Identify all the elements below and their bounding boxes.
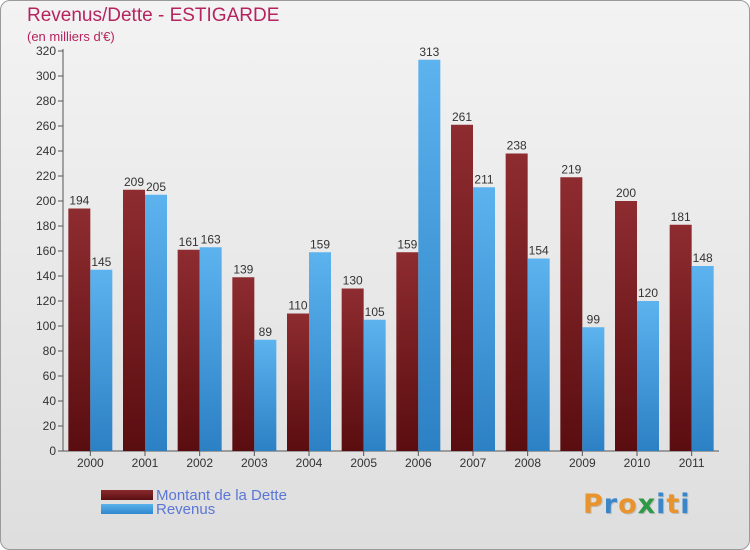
chart-subtitle: (en milliers d'€)	[27, 29, 115, 44]
x-tick-label: 2010	[624, 456, 651, 470]
bar-revenus	[363, 319, 386, 451]
data-label-revenus: 145	[91, 255, 111, 269]
data-label-dette: 130	[343, 274, 363, 288]
proxiti-logo: Proxiti	[583, 489, 691, 520]
legend-item-revenus: Revenus	[101, 501, 341, 518]
bar-revenus	[691, 266, 714, 451]
bar-dette	[396, 252, 419, 451]
bar-dette	[560, 177, 583, 451]
x-tick-label: 2002	[186, 456, 213, 470]
x-tick-label: 2011	[679, 456, 705, 470]
bar-dette	[341, 288, 364, 451]
bar-revenus	[145, 194, 167, 451]
data-label-dette: 209	[124, 175, 144, 189]
x-tick-label: 2000	[77, 456, 104, 470]
logo-letter: i	[680, 489, 691, 520]
y-tick-label: 20	[43, 419, 57, 433]
y-tick-label: 180	[36, 219, 56, 233]
data-label-revenus: 105	[365, 305, 385, 319]
x-tick-label: 2005	[350, 456, 377, 470]
y-tick-label: 260	[36, 119, 56, 133]
logo-letter: i	[656, 489, 667, 520]
data-label-dette: 161	[179, 235, 199, 249]
bar-revenus	[418, 59, 441, 451]
data-label-revenus: 120	[638, 286, 658, 300]
data-label-revenus: 89	[259, 325, 273, 339]
y-tick-label: 320	[36, 44, 56, 58]
legend-item-dette: Montant de la Dette	[101, 487, 341, 504]
bar-revenus	[254, 339, 277, 451]
data-label-revenus: 313	[419, 45, 439, 59]
bar-revenus	[90, 269, 113, 451]
bar-dette	[505, 153, 528, 451]
bar-dette	[68, 208, 91, 451]
bar-revenus	[309, 252, 331, 451]
chart-title: Revenus/Dette - ESTIGARDE	[27, 5, 280, 26]
y-tick-label: 60	[43, 369, 57, 383]
bar-dette	[287, 313, 309, 451]
data-label-revenus: 159	[310, 237, 330, 251]
bar-dette	[232, 277, 255, 451]
bar-dette	[123, 189, 145, 451]
y-tick-label: 300	[36, 69, 56, 83]
y-tick-label: 120	[36, 294, 56, 308]
y-tick-label: 80	[43, 344, 57, 358]
logo-letter: r	[603, 489, 619, 520]
logo-letter: x	[637, 489, 657, 520]
x-tick-label: 2007	[460, 456, 487, 470]
legend-label-revenus: Revenus	[156, 501, 216, 518]
x-tick-label: 2001	[132, 456, 159, 470]
data-label-revenus: 99	[587, 312, 601, 326]
bar-dette	[177, 249, 200, 451]
bar-dette	[451, 124, 473, 451]
data-label-revenus: 154	[529, 244, 549, 258]
data-label-dette: 139	[233, 262, 253, 276]
y-tick-label: 200	[36, 194, 56, 208]
bar-revenus	[582, 327, 605, 451]
y-tick-label: 280	[36, 94, 56, 108]
data-label-dette: 110	[288, 299, 307, 313]
data-label-dette: 159	[397, 237, 417, 251]
legend-label-dette: Montant de la Dette	[156, 487, 287, 504]
data-label-dette: 200	[616, 186, 636, 200]
y-tick-label: 40	[43, 394, 57, 408]
x-tick-label: 2004	[296, 456, 323, 470]
logo-letter: t	[666, 489, 681, 520]
y-tick-label: 240	[36, 144, 56, 158]
data-label-dette: 219	[561, 162, 581, 176]
data-label-dette: 238	[507, 139, 527, 153]
y-tick-label: 0	[49, 444, 56, 458]
y-tick-label: 140	[36, 269, 56, 283]
data-label-revenus: 163	[201, 232, 221, 246]
y-tick-label: 220	[36, 169, 56, 183]
x-tick-label: 2006	[405, 456, 432, 470]
legend-swatch-revenus	[101, 504, 153, 514]
data-label-revenus: 148	[693, 251, 713, 265]
x-tick-label: 2009	[569, 456, 596, 470]
x-tick-label: 2008	[514, 456, 541, 470]
data-label-revenus: 211	[474, 172, 493, 186]
bar-revenus	[637, 301, 659, 451]
legend-swatch-dette	[101, 490, 153, 500]
data-label-dette: 181	[671, 210, 691, 224]
bar-revenus	[527, 258, 550, 451]
bar-revenus	[473, 187, 495, 451]
bar-dette	[669, 224, 692, 451]
y-tick-label: 100	[36, 319, 56, 333]
y-tick-label: 160	[36, 244, 56, 258]
data-label-dette: 194	[69, 194, 89, 208]
bar-revenus	[199, 247, 222, 451]
data-label-revenus: 205	[146, 180, 166, 194]
bar-dette	[615, 201, 637, 451]
data-label-dette: 261	[452, 110, 472, 124]
logo-letter: P	[583, 489, 604, 520]
logo-letter: o	[618, 489, 638, 520]
x-tick-label: 2003	[241, 456, 268, 470]
